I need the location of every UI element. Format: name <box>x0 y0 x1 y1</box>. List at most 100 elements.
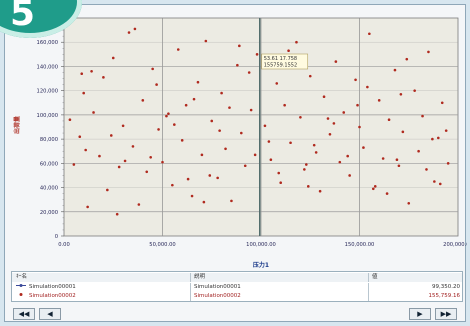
scatter-point <box>224 147 227 151</box>
scatter-point <box>425 168 428 171</box>
scatter-point <box>109 134 113 137</box>
y-tick-label: 0 <box>55 234 58 240</box>
scatter-point <box>196 80 200 84</box>
legend-key: Simulation00001 <box>16 283 184 292</box>
scatter-point <box>141 99 145 102</box>
scatter-point <box>446 162 450 165</box>
scatter-point <box>80 72 84 76</box>
scatter-point <box>437 136 440 140</box>
scatter-point <box>295 40 298 44</box>
scatter-point <box>308 74 312 78</box>
scatter-point <box>173 123 176 126</box>
scatter-point <box>338 160 342 164</box>
series-legend-table: ｷｰ名 説明 値 Simulation00001 Simulation00001… <box>11 271 463 302</box>
scatter-point <box>190 194 194 198</box>
next-page-button[interactable]: ▶ <box>409 308 431 320</box>
scatter-point <box>92 111 95 114</box>
scatter-point <box>334 60 338 63</box>
y-axis-label: 出荷量 <box>13 116 21 134</box>
previous-page-button[interactable]: ◀ <box>39 308 61 320</box>
scatter-point <box>238 44 241 48</box>
scatter-point <box>180 139 184 142</box>
step-number: 5 <box>10 0 36 34</box>
scatter-point <box>318 189 322 193</box>
scatter-point <box>117 165 121 169</box>
scatter-point <box>253 153 257 157</box>
scatter-point <box>102 76 105 79</box>
scatter-point <box>204 39 208 43</box>
chart-window: 0.00 50,000.00 100,000.00 150,000.00 200,000… <box>4 4 470 322</box>
scatter-point <box>218 129 221 132</box>
scatter-point <box>279 181 283 185</box>
legend-value: 99,350.20 <box>432 284 460 290</box>
scatter-point <box>377 99 381 102</box>
scatter-point <box>322 95 326 99</box>
scatter-point <box>397 164 401 168</box>
x-tick-label: 50,000.00 <box>149 242 175 248</box>
scatter-point <box>299 116 302 119</box>
legend-header-row: ｷｰ名 説明 値 <box>12 273 462 282</box>
scatter-point <box>151 67 154 71</box>
scatter-plot[interactable]: 0.00 50,000.00 100,000.00 150,000.00 200,000… <box>5 5 470 273</box>
scatter-point <box>417 149 420 153</box>
legend-row[interactable]: Simulation00002 Simulation00002 155,759.… <box>12 292 462 301</box>
scatter-point <box>306 185 310 188</box>
scatter-point <box>401 130 405 134</box>
legend-description: Simulation00001 <box>190 283 366 292</box>
scatter-point <box>283 103 286 107</box>
scatter-point <box>90 69 93 73</box>
x-tick-label: 0.00 <box>58 242 70 248</box>
scatter-point <box>277 171 281 175</box>
scatter-point <box>444 129 448 132</box>
legend-value: 155,759.16 <box>428 293 461 299</box>
scatter-point <box>200 153 204 157</box>
scatter-point <box>161 160 164 164</box>
scatter-point <box>145 170 149 174</box>
y-tick-label: 80,000 <box>40 137 58 143</box>
scatter-point <box>371 187 375 191</box>
scatter-point <box>328 132 332 136</box>
first-page-button[interactable]: ◀◀ <box>13 308 35 320</box>
scatter-point <box>342 111 346 114</box>
scatter-point <box>433 180 436 183</box>
scatter-point <box>131 145 135 148</box>
header-description: 説明 <box>190 273 366 282</box>
scatter-point <box>263 124 267 128</box>
scatter-point <box>373 185 377 188</box>
scatter-point <box>326 117 330 120</box>
scatter-point <box>98 154 101 158</box>
scatter-point <box>208 174 212 177</box>
scatter-point <box>314 151 318 154</box>
scatter-point <box>413 89 416 92</box>
scatter-point <box>216 176 219 180</box>
scatter-point <box>157 128 160 131</box>
scatter-point <box>192 97 196 101</box>
scatter-point <box>127 31 131 34</box>
scatter-point <box>267 140 271 143</box>
scatter-point <box>249 108 253 112</box>
scatter-point <box>165 114 168 118</box>
legend-description: Simulation00002 <box>190 292 366 301</box>
scatter-point <box>289 141 292 145</box>
header-key: ｷｰ名 <box>16 274 28 280</box>
scatter-point <box>86 205 89 209</box>
scatter-point <box>78 135 82 138</box>
scatter-point <box>123 159 127 163</box>
scatter-point <box>395 158 399 161</box>
legend-row[interactable]: Simulation00001 Simulation00001 99,350.2… <box>12 283 462 292</box>
last-page-button[interactable]: ▶▶ <box>435 308 457 320</box>
step-badge: 5 <box>0 0 82 38</box>
y-tick-label: 160,000 <box>37 40 58 46</box>
scatter-point <box>82 91 85 95</box>
dot-marker-icon <box>16 292 26 297</box>
scatter-point <box>176 48 180 51</box>
scatter-point <box>240 131 243 135</box>
scatter-point <box>356 103 359 107</box>
tooltip-line-2: 155759.1552 <box>264 63 297 69</box>
scatter-point <box>421 114 424 118</box>
y-tick-label: 140,000 <box>37 64 58 70</box>
scatter-point <box>269 158 273 161</box>
tooltip-line-1: 53.61 17.758 <box>264 56 297 62</box>
scatter-point <box>427 50 430 54</box>
scatter-point <box>210 119 214 123</box>
